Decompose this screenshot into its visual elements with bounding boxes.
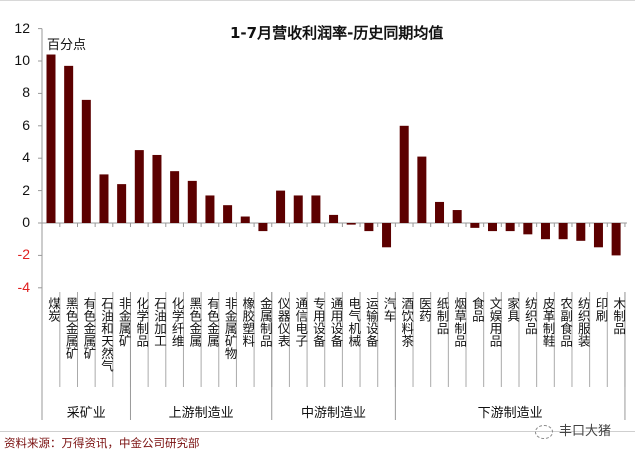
bar (134, 150, 144, 223)
x-category-label: 印刷 (593, 297, 609, 322)
bar (187, 180, 197, 223)
x-category-label: 石油和天然气 (98, 297, 114, 372)
x-category-label: 电气机械 (346, 297, 362, 347)
bar (205, 195, 215, 223)
source-note: 资料来源：万得资讯，中金公司研究部 (4, 436, 200, 450)
top-divider (0, 0, 635, 1)
y-tick-label: -4 (17, 278, 30, 295)
x-category-label: 橡胶塑料 (240, 297, 256, 347)
bar (435, 201, 445, 223)
bar (470, 223, 480, 228)
bar (64, 65, 74, 223)
x-category-label: 通信电子 (293, 297, 309, 347)
y-tick-label: 12 (14, 19, 30, 36)
bar (417, 156, 427, 223)
x-category-label: 皮革制鞋 (540, 297, 556, 347)
x-group-label: 采矿业 (66, 406, 106, 421)
bar (488, 223, 497, 232)
bar (223, 205, 233, 223)
bar (558, 223, 568, 240)
y-tick-label: 8 (22, 84, 30, 101)
bar (399, 125, 409, 223)
bar (117, 184, 127, 223)
x-group-label: 中游制造业 (301, 406, 367, 421)
y-axis-unit-label: 百分点 (47, 38, 87, 53)
bar (505, 223, 515, 232)
bar (293, 195, 303, 223)
x-category-label: 文娱用品 (487, 297, 503, 347)
bar (170, 171, 180, 223)
y-tick-label: 10 (14, 52, 30, 68)
y-tick-label: 2 (22, 181, 30, 198)
x-category-label: 化学制品 (134, 297, 150, 347)
watermark-text: 丰口大猪 (559, 424, 612, 439)
wechat-icon (535, 424, 553, 439)
x-category-label: 有色金属矿 (81, 297, 97, 360)
y-tick-label: 4 (22, 149, 30, 166)
x-category-label: 食品 (469, 297, 485, 322)
x-group-label: 上游制造业 (168, 406, 234, 421)
x-category-label: 石油加工 (151, 297, 167, 347)
y-tick-label: -2 (17, 246, 30, 263)
bar (311, 195, 321, 223)
y-tick-label: 0 (22, 214, 30, 230)
bar (611, 223, 621, 256)
x-category-label: 煤炭 (46, 297, 61, 322)
x-category-label: 非金属矿物 (222, 297, 238, 360)
bar (452, 210, 462, 223)
x-category-label: 医药 (416, 297, 432, 322)
x-category-label: 酒饮料茶 (399, 297, 415, 347)
x-category-label: 纺织品 (522, 297, 538, 335)
bar (540, 223, 550, 240)
x-category-label: 木制品 (611, 297, 627, 335)
x-category-label: 纺织服装 (575, 297, 591, 347)
x-category-label: 纸制品 (434, 297, 450, 335)
bar (523, 223, 533, 235)
x-category-label: 农副食品 (558, 297, 574, 347)
bar (576, 223, 586, 241)
bar (46, 54, 56, 223)
bar (258, 223, 268, 232)
bar (240, 216, 250, 223)
plot-area (38, 28, 627, 420)
x-category-label: 黑色金属 (187, 297, 203, 347)
x-category-label: 运输设备 (363, 297, 379, 347)
x-category-label: 金属制品 (257, 297, 273, 347)
bar (276, 190, 286, 223)
x-category-label: 通用设备 (328, 297, 344, 347)
x-category-label: 黑色金属矿 (63, 297, 79, 360)
bar (593, 223, 603, 248)
x-category-label: 家具 (505, 297, 521, 322)
bar (152, 154, 162, 223)
x-category-label: 化学纤维 (169, 297, 185, 347)
bar-chart: 1-7月营收利润率-历史同期均值 百分点 12 10 8 6 4 2 0 -2 -4 煤炭 黑色金… (14, 19, 627, 421)
watermark: 丰口大猪 (535, 420, 611, 439)
x-category-label: 非金属矿 (116, 297, 132, 347)
y-tick-label: 6 (22, 116, 30, 133)
chart-title: 1-7月营收利润率-历史同期均值 (230, 24, 444, 42)
bar (346, 223, 356, 225)
x-category-label: 有色金属 (204, 297, 220, 347)
x-category-label: 汽车 (381, 297, 397, 322)
bar (99, 174, 109, 223)
x-category-label: 仪器仪表 (275, 297, 291, 347)
x-category-label: 专用设备 (310, 297, 326, 347)
footer-divider (0, 431, 635, 432)
bar (329, 214, 339, 223)
bar (382, 223, 392, 248)
bar (81, 99, 91, 223)
x-group-label: 下游制造业 (477, 406, 543, 421)
bar (364, 223, 374, 232)
x-category-label: 烟草制品 (452, 297, 468, 347)
